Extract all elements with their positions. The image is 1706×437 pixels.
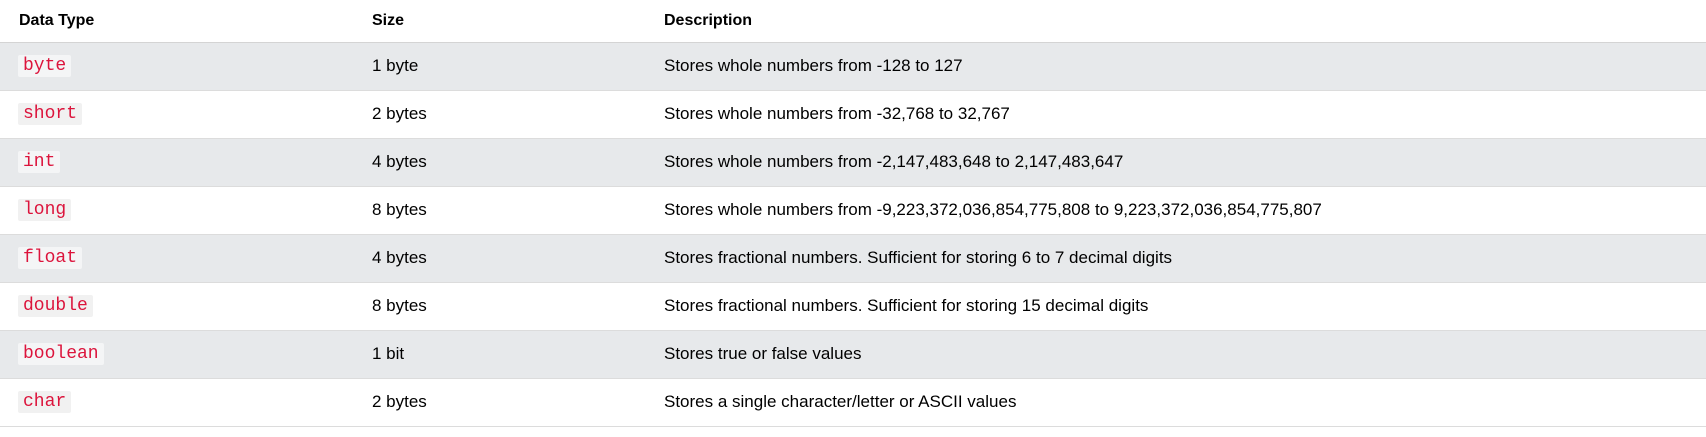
size-cell: 1 bit: [372, 344, 405, 363]
table-row: short 2 bytes Stores whole numbers from …: [0, 90, 1706, 138]
description-cell: Stores a single character/letter or ASCI…: [664, 392, 1017, 411]
size-cell: 4 bytes: [372, 152, 427, 171]
table-row: int 4 bytes Stores whole numbers from -2…: [0, 138, 1706, 186]
description-cell: Stores true or false values: [664, 344, 862, 363]
type-code: double: [18, 295, 93, 317]
type-cell: short: [0, 90, 372, 138]
description-cell: Stores whole numbers from -2,147,483,648…: [664, 152, 1124, 171]
type-code: char: [18, 391, 72, 413]
table-row: long 8 bytes Stores whole numbers from -…: [0, 186, 1706, 234]
size-cell: 4 bytes: [372, 248, 427, 267]
type-code: byte: [18, 55, 72, 77]
size-cell: 8 bytes: [372, 200, 427, 219]
size-cell: 2 bytes: [372, 104, 427, 123]
data-types-table: Data Type Size Description byte 1 byte S…: [0, 0, 1706, 426]
type-cell: char: [0, 378, 372, 426]
description-cell: Stores whole numbers from -32,768 to 32,…: [664, 104, 1010, 123]
size-cell: 8 bytes: [372, 296, 427, 315]
table-row: float 4 bytes Stores fractional numbers.…: [0, 234, 1706, 282]
table-header-row: Data Type Size Description: [0, 0, 1706, 42]
type-cell: byte: [0, 42, 372, 90]
type-code: boolean: [18, 343, 104, 365]
description-cell: Stores whole numbers from -128 to 127: [664, 56, 963, 75]
header-data-type: Data Type: [19, 11, 95, 29]
description-cell: Stores fractional numbers. Sufficient fo…: [664, 296, 1149, 315]
type-cell: long: [0, 186, 372, 234]
size-cell: 1 byte: [372, 56, 419, 75]
type-cell: int: [0, 138, 372, 186]
description-cell: Stores fractional numbers. Sufficient fo…: [664, 248, 1173, 267]
table-row: char 2 bytes Stores a single character/l…: [0, 378, 1706, 426]
type-code: long: [18, 199, 72, 221]
type-code: float: [18, 247, 83, 269]
table-row: boolean 1 bit Stores true or false value…: [0, 330, 1706, 378]
table-row: byte 1 byte Stores whole numbers from -1…: [0, 42, 1706, 90]
description-cell: Stores whole numbers from -9,223,372,036…: [664, 200, 1322, 219]
type-cell: double: [0, 282, 372, 330]
header-size: Size: [372, 11, 405, 29]
header-description: Description: [664, 11, 753, 29]
type-code: short: [18, 103, 83, 125]
size-cell: 2 bytes: [372, 392, 427, 411]
type-code: int: [18, 151, 61, 173]
type-cell: float: [0, 234, 372, 282]
table-row: double 8 bytes Stores fractional numbers…: [0, 282, 1706, 330]
type-cell: boolean: [0, 330, 372, 378]
